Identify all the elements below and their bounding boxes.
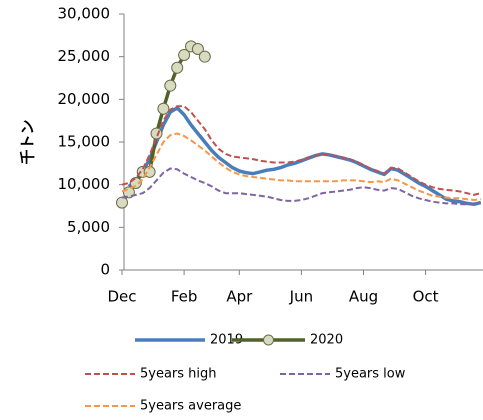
x-tick-label: Feb (171, 288, 198, 306)
y-tick-label: 10,000 (58, 175, 111, 193)
x-tick-label: Jun (289, 288, 313, 306)
y-tick-label: 25,000 (58, 47, 111, 65)
y-tick-label: 30,000 (58, 5, 111, 23)
series-marker (178, 48, 191, 61)
x-tick-label: Apr (226, 288, 253, 306)
series-marker (198, 50, 211, 63)
series-marker (164, 79, 177, 92)
y-tick-label: 5,000 (67, 218, 110, 236)
series-line (121, 105, 482, 196)
x-tick-label: Oct (413, 288, 439, 306)
legend-label: 2019 (210, 333, 243, 348)
series-line (127, 106, 482, 207)
series-marker (116, 196, 128, 209)
x-tick-label: Dec (107, 288, 136, 306)
series-marker (191, 42, 204, 55)
legend-label: 5years low (335, 367, 406, 382)
series-line (121, 132, 481, 201)
y-tick-label: 0 (100, 261, 110, 279)
legend-marker (263, 334, 274, 346)
series-marker (171, 61, 184, 74)
y-axis-label: 千トン (19, 119, 37, 164)
legend-label: 5years average (140, 399, 241, 414)
x-tick-label: Aug (349, 288, 378, 306)
y-tick-label: 20,000 (58, 90, 111, 108)
series-marker (150, 127, 163, 140)
y-tick-label: 15,000 (58, 133, 111, 151)
series-line (121, 167, 481, 206)
series-marker (157, 102, 170, 115)
legend-label: 2020 (310, 333, 343, 348)
legend-label: 5years high (140, 367, 217, 382)
